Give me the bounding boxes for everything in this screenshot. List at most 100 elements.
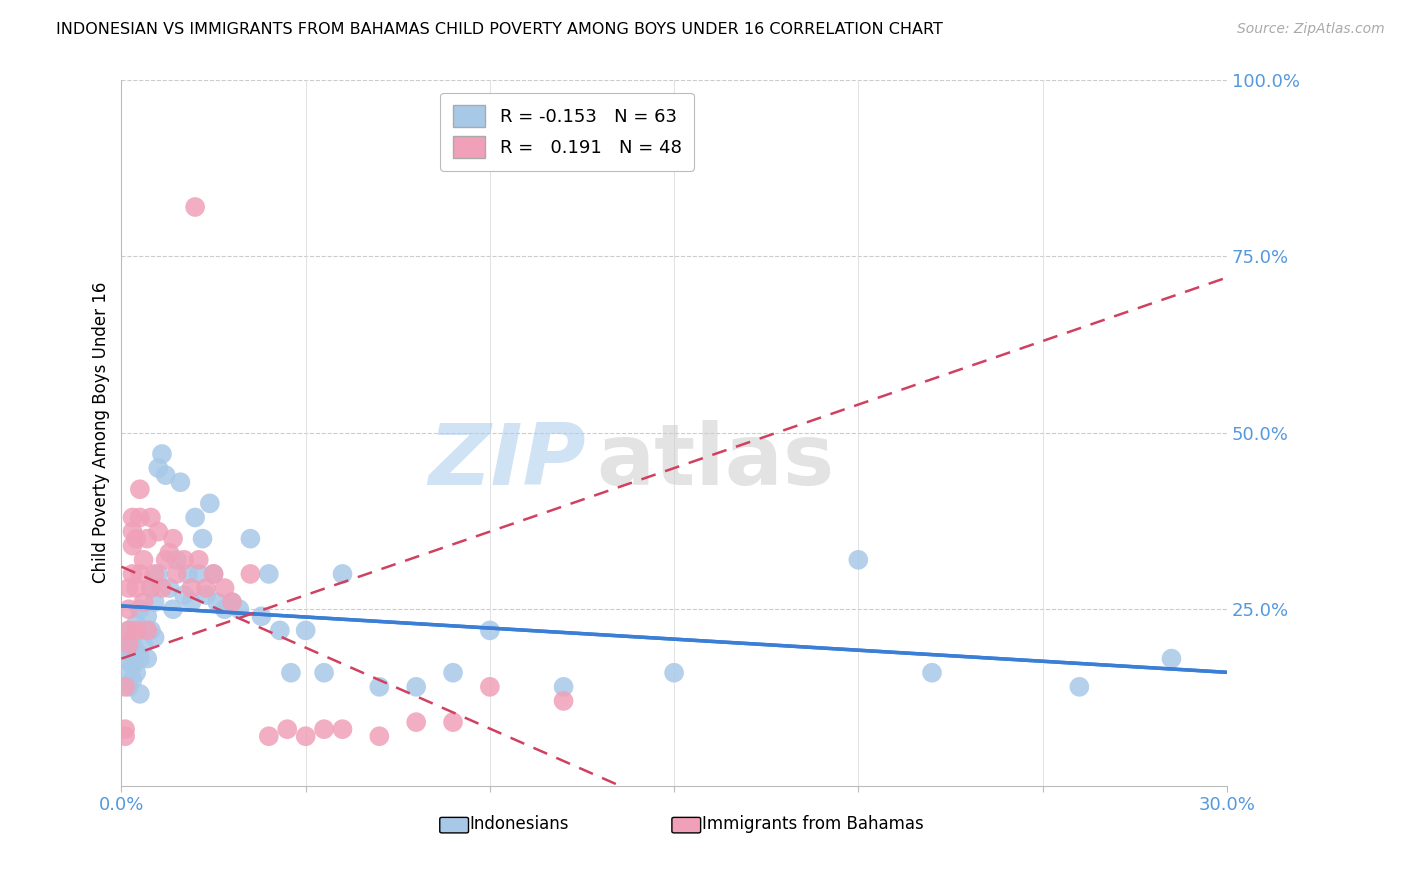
Point (214, 602, 236, 616)
Point (332, 566, 354, 581)
Text: Source: ZipAtlas.com: Source: ZipAtlas.com (1237, 22, 1385, 37)
Point (214, 581, 236, 595)
Point (125, 616, 148, 631)
Point (221, 595, 243, 609)
Point (114, 680, 136, 694)
Point (1069, 680, 1091, 694)
Point (405, 680, 427, 694)
Point (294, 729, 316, 743)
Point (177, 566, 200, 581)
Point (128, 566, 150, 581)
Point (157, 546, 180, 560)
Point (114, 638, 136, 652)
Point (921, 665, 943, 680)
Point (143, 566, 166, 581)
Point (191, 532, 214, 546)
Point (132, 553, 155, 567)
Point (187, 553, 209, 567)
Point (128, 510, 150, 524)
Point (166, 566, 188, 581)
Point (132, 624, 155, 638)
Point (239, 566, 262, 581)
Point (118, 624, 141, 638)
Point (198, 496, 221, 510)
Point (139, 510, 162, 524)
Point (162, 532, 184, 546)
Point (228, 602, 250, 616)
Point (257, 729, 280, 743)
Point (184, 510, 207, 524)
Text: INDONESIAN VS IMMIGRANTS FROM BAHAMAS CHILD POVERTY AMONG BOYS UNDER 16 CORRELAT: INDONESIAN VS IMMIGRANTS FROM BAHAMAS CH… (56, 22, 943, 37)
Point (121, 566, 143, 581)
Point (121, 524, 143, 539)
Point (187, 566, 209, 581)
Point (441, 665, 464, 680)
Point (143, 595, 166, 609)
Point (250, 609, 273, 624)
Point (441, 715, 464, 730)
Point (280, 665, 302, 680)
Point (125, 665, 148, 680)
Point (276, 722, 298, 736)
Point (368, 729, 391, 743)
Point (150, 447, 173, 461)
Point (148, 524, 170, 539)
Point (195, 581, 218, 595)
Point (221, 595, 243, 609)
Point (128, 602, 150, 616)
Point (125, 581, 148, 595)
Point (114, 722, 136, 736)
Point (121, 539, 143, 553)
Point (169, 475, 191, 490)
Point (125, 644, 148, 658)
Point (114, 651, 136, 665)
Point (846, 553, 869, 567)
Point (312, 665, 335, 680)
Point (553, 694, 575, 708)
Point (184, 200, 207, 214)
Point (128, 651, 150, 665)
Point (1160, 651, 1182, 665)
Point (180, 595, 202, 609)
Point (202, 566, 225, 581)
Point (118, 602, 141, 616)
Point (312, 722, 335, 736)
Point (405, 715, 427, 730)
Point (125, 532, 148, 546)
Point (121, 510, 143, 524)
Point (136, 651, 159, 665)
Point (239, 532, 262, 546)
Text: ZIP: ZIP (427, 419, 586, 502)
FancyBboxPatch shape (672, 817, 700, 833)
Point (173, 553, 195, 567)
Point (173, 588, 195, 602)
Point (478, 624, 501, 638)
Point (553, 680, 575, 694)
Point (269, 624, 291, 638)
Point (128, 482, 150, 496)
Point (132, 638, 155, 652)
Point (162, 602, 184, 616)
Point (118, 624, 141, 638)
Point (155, 468, 177, 483)
Point (121, 638, 143, 652)
Point (368, 680, 391, 694)
Text: Immigrants from Bahamas: Immigrants from Bahamas (702, 815, 924, 833)
Legend: R = -0.153   N = 63, R =   0.191   N = 48: R = -0.153 N = 63, R = 0.191 N = 48 (440, 93, 695, 171)
Point (125, 624, 148, 638)
Point (121, 673, 143, 687)
Point (202, 566, 225, 581)
Point (121, 658, 143, 673)
Point (139, 581, 162, 595)
Point (121, 631, 143, 645)
Point (139, 581, 162, 595)
Point (148, 566, 170, 581)
Point (332, 722, 354, 736)
Point (294, 624, 316, 638)
Point (148, 461, 170, 475)
Point (662, 665, 685, 680)
Point (132, 595, 155, 609)
Point (118, 644, 141, 658)
Point (180, 581, 202, 595)
Point (150, 581, 173, 595)
